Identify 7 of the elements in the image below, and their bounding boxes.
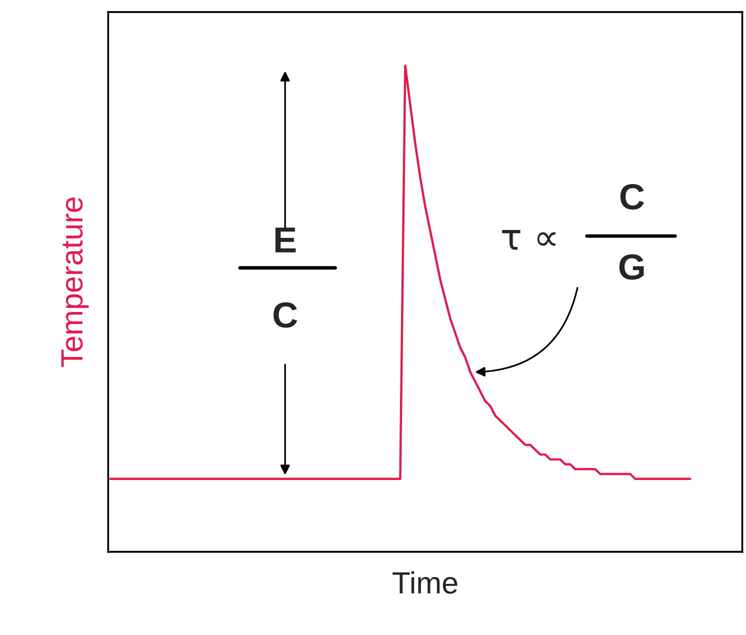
x-axis-title: Time [392,571,458,594]
annotation: C [274,302,298,328]
annotation: E [275,228,296,252]
annotation: C [620,184,644,210]
annotation: G [619,254,644,280]
annotation: τ ∝ [502,230,556,250]
y-axis-title: Temperature [61,198,89,368]
